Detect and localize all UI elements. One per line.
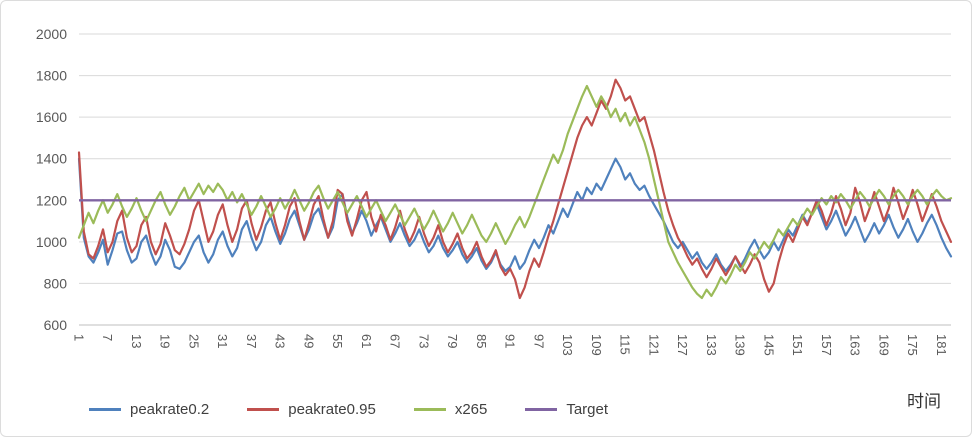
legend-label: Target <box>566 401 609 418</box>
svg-text:1000: 1000 <box>36 234 67 250</box>
svg-text:600: 600 <box>44 317 68 333</box>
svg-text:127: 127 <box>675 334 690 356</box>
svg-text:73: 73 <box>417 334 432 348</box>
svg-text:800: 800 <box>44 275 68 291</box>
svg-text:139: 139 <box>733 334 748 356</box>
legend-label: peakrate0.95 <box>288 401 376 418</box>
svg-text:13: 13 <box>129 334 144 348</box>
legend-line-swatch-purple <box>525 408 558 411</box>
svg-text:1600: 1600 <box>36 109 67 125</box>
svg-text:7: 7 <box>100 334 115 341</box>
svg-text:55: 55 <box>330 334 345 348</box>
svg-text:49: 49 <box>302 334 317 348</box>
legend-label: peakrate0.2 <box>130 401 210 418</box>
svg-text:61: 61 <box>359 334 374 348</box>
svg-text:91: 91 <box>503 334 518 348</box>
legend-item-peakrate0-95: peakrate0.95 <box>247 401 376 418</box>
svg-text:133: 133 <box>704 334 719 356</box>
x-axis-title: 时间 <box>907 392 941 411</box>
chart-legend: peakrate0.2 peakrate0.95 x265 Target <box>89 401 608 418</box>
svg-text:97: 97 <box>532 334 547 348</box>
svg-text:175: 175 <box>905 334 920 356</box>
svg-text:37: 37 <box>244 334 259 348</box>
svg-text:1800: 1800 <box>36 68 67 84</box>
svg-text:109: 109 <box>589 334 604 356</box>
legend-item-target: Target <box>525 401 608 418</box>
svg-text:115: 115 <box>618 334 633 355</box>
svg-text:19: 19 <box>158 334 173 348</box>
svg-text:145: 145 <box>761 334 776 356</box>
svg-text:169: 169 <box>876 334 891 356</box>
svg-text:121: 121 <box>646 334 661 356</box>
legend-item-x265: x265 <box>413 401 488 418</box>
svg-text:157: 157 <box>819 334 834 356</box>
svg-text:43: 43 <box>273 334 288 348</box>
svg-text:151: 151 <box>790 334 805 356</box>
svg-text:181: 181 <box>934 334 949 356</box>
legend-item-peakrate0-2: peakrate0.2 <box>89 401 209 418</box>
svg-text:79: 79 <box>445 334 460 348</box>
svg-text:67: 67 <box>388 334 403 348</box>
svg-text:1: 1 <box>72 334 87 341</box>
legend-line-swatch-blue <box>89 408 121 411</box>
svg-text:103: 103 <box>560 334 575 356</box>
svg-text:31: 31 <box>215 334 230 348</box>
legend-label: x265 <box>454 401 488 418</box>
svg-text:1400: 1400 <box>36 151 67 167</box>
svg-text:85: 85 <box>474 334 489 348</box>
svg-text:2000: 2000 <box>36 26 67 42</box>
legend-line-swatch-red <box>247 408 280 411</box>
svg-text:163: 163 <box>848 334 863 356</box>
svg-text:25: 25 <box>187 334 202 348</box>
svg-text:1200: 1200 <box>36 192 67 208</box>
legend-line-swatch-green <box>413 408 446 411</box>
